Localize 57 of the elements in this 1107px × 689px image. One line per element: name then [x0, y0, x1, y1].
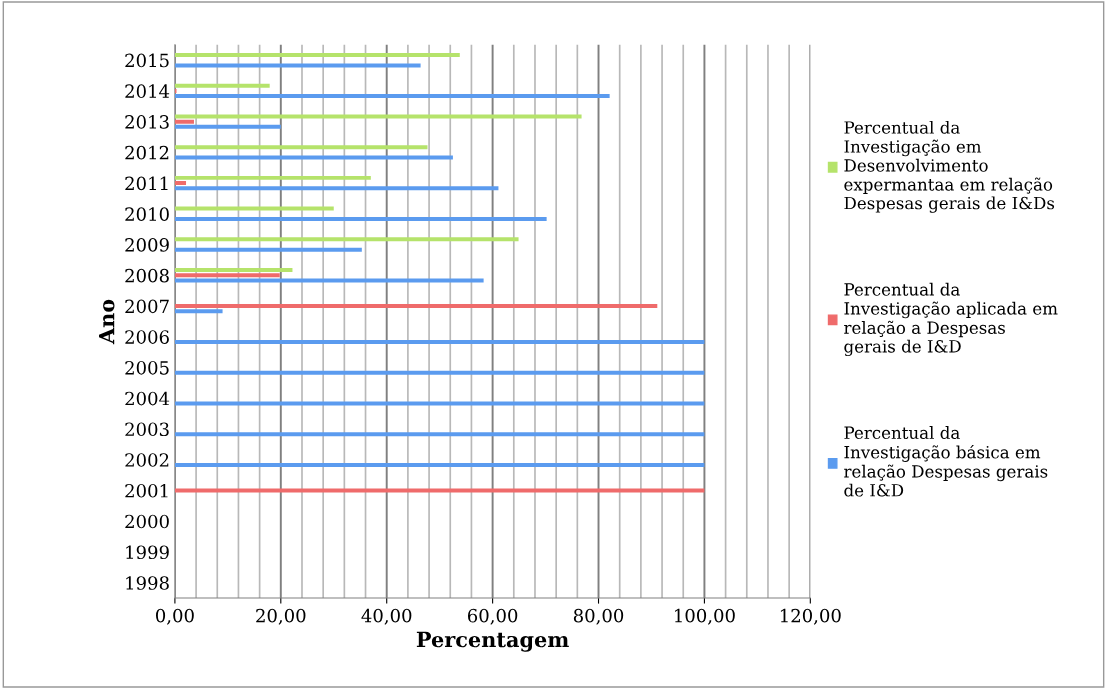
bar: [174, 268, 293, 273]
bar: [174, 247, 362, 252]
y-tick-label: 2003: [125, 422, 169, 437]
bar: [174, 63, 421, 68]
bar: [174, 175, 371, 180]
bar: [174, 145, 428, 150]
bar: [174, 52, 460, 57]
y-tick-label: 2013: [125, 115, 169, 129]
bar: [174, 273, 280, 278]
y-tick-label: 2014: [125, 84, 170, 99]
bar: [174, 370, 705, 375]
legend-label: Percentual da Investigação em Desenvolvimento expermantaa em relação Despesas gerais de I&Ds: [844, 120, 1055, 213]
y-tick-label: 2011: [125, 176, 168, 191]
y-tick-label: 2002: [125, 453, 169, 467]
y-tick-label: 2005: [125, 360, 169, 375]
bar: [174, 155, 453, 160]
bar: [174, 94, 610, 99]
y-tick-label: 2004: [125, 391, 170, 406]
bar: [174, 237, 519, 242]
legend-label: Percentual da Investigação básica em relação Despesas gerais de I&D: [844, 426, 1048, 497]
y-tick-label: 2009: [125, 238, 169, 252]
x-tick-label: 0,00: [156, 608, 194, 625]
bar: [174, 309, 223, 314]
bar: [174, 124, 281, 129]
bar: [174, 181, 187, 186]
bar: [174, 340, 705, 345]
y-tick-label: 1999: [126, 545, 169, 560]
bar: [174, 432, 705, 437]
bar: [174, 186, 499, 191]
x-tick-label: 20,00: [256, 608, 306, 625]
bar: [174, 217, 547, 222]
y-tick-label: 1998: [126, 576, 169, 590]
y-tick-label: 2008: [125, 268, 169, 283]
x-axis-title: Percentagem: [416, 631, 569, 652]
bar: [174, 278, 484, 283]
x-tick-label: 60,00: [467, 608, 518, 625]
bar: [174, 206, 334, 211]
legend-label: Percentual da Investigação aplicada em relação a Despesas gerais de I&D: [844, 282, 1058, 357]
bar: [174, 462, 705, 467]
x-tick-label: 100,00: [675, 608, 735, 625]
y-axis-title: Ano: [99, 299, 115, 345]
y-tick-label: 2000: [125, 514, 169, 529]
bar: [174, 401, 705, 406]
bar: [174, 83, 270, 88]
bar: [174, 119, 194, 124]
y-tick-label: 2012: [125, 145, 169, 160]
y-tick-label: 2001: [125, 483, 168, 498]
bar: [174, 304, 658, 309]
y-tick-label: 2006: [125, 330, 169, 344]
x-tick-label: 80,00: [573, 608, 624, 625]
bar: [174, 488, 705, 493]
bar: [174, 114, 582, 119]
y-tick-label: 2007: [125, 299, 169, 314]
y-tick-label: 2010: [125, 207, 169, 221]
x-tick-label: 120,00: [780, 608, 841, 625]
x-tick-label: 40,00: [361, 608, 412, 625]
y-tick-label: 2015: [125, 53, 169, 68]
